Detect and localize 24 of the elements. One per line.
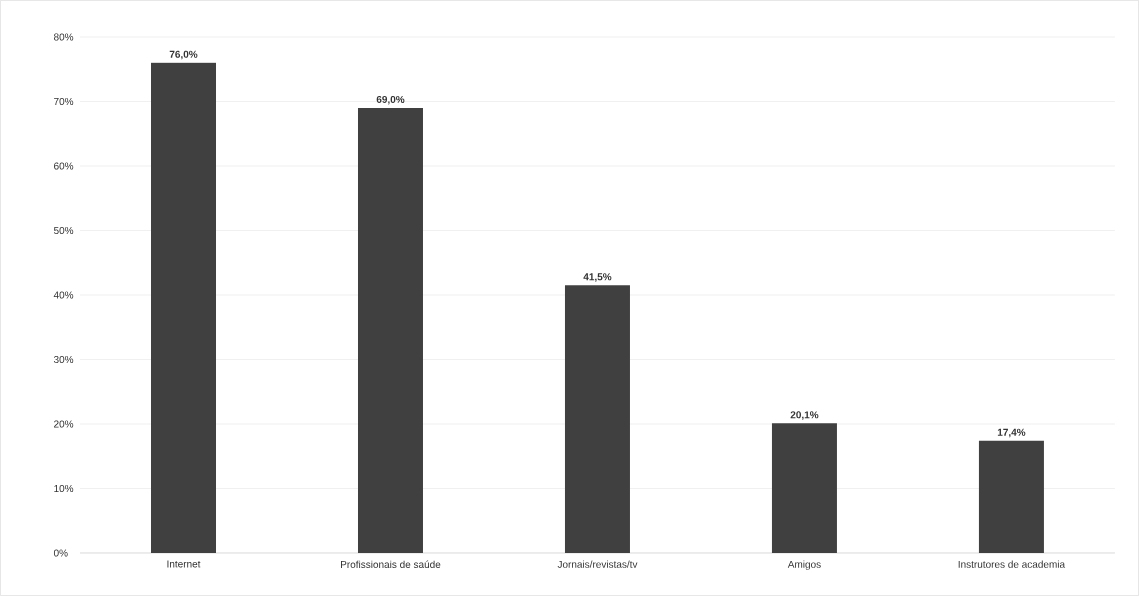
y-tick-label: 80% [53, 33, 74, 41]
x-tick-label: Internet [167, 560, 201, 568]
bar [151, 62, 216, 553]
data-label: 41,5% [583, 273, 612, 282]
y-tick-label: 50% [53, 226, 74, 235]
bar [564, 285, 630, 553]
bar [978, 440, 1044, 553]
y-tick-label: 10% [54, 484, 74, 493]
y-tick-label: 70% [54, 97, 74, 106]
y-tick-label: 30% [53, 355, 74, 364]
x-tick-label: Profissionais de saúde [341, 560, 441, 568]
bar [771, 423, 837, 553]
x-tick-label: Amigos [787, 560, 821, 570]
y-tick-label: 40% [53, 291, 74, 299]
y-tick-label: 60% [54, 162, 74, 170]
data-label: 76,0% [169, 50, 198, 60]
y-tick-label: 0% [53, 549, 68, 557]
data-label: 20,1% [790, 411, 819, 420]
x-tick-label: Instrutores de academia [958, 560, 1066, 568]
data-label: 69,0% [376, 95, 405, 105]
bar [357, 107, 423, 553]
y-tick-label: 20% [54, 420, 74, 428]
data-label: 17,4% [997, 428, 1026, 438]
x-tick-label: Jornais/revistas/tv [557, 560, 638, 568]
